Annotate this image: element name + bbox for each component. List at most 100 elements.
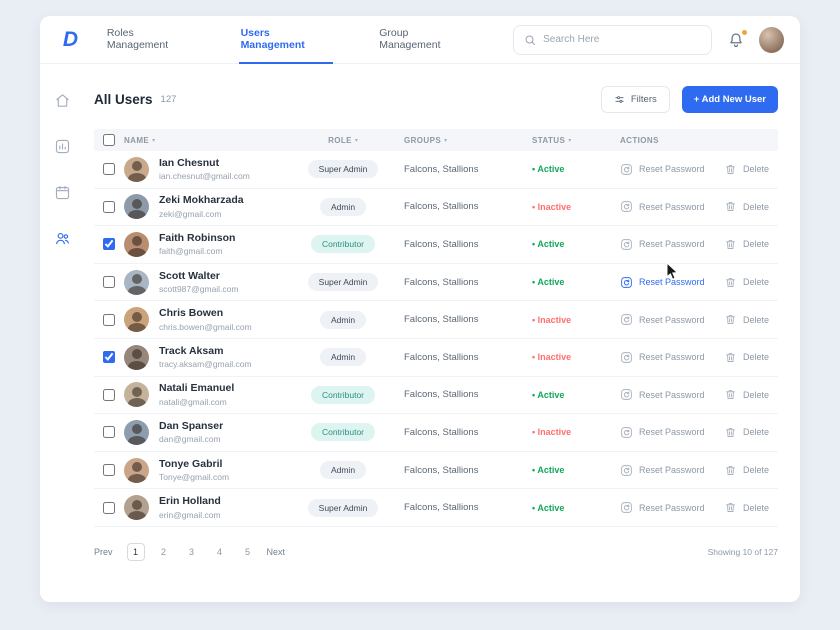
pagination-next[interactable]: Next — [266, 546, 286, 557]
user-name: Chris Bowen — [159, 307, 224, 320]
pagination-page-2[interactable]: 2 — [161, 546, 167, 557]
user-name: Erin Holland — [159, 495, 221, 508]
role-badge: Super Admin — [307, 498, 379, 517]
reset-password-button[interactable]: Reset Password — [620, 388, 724, 401]
user-name: Dan Spanser — [159, 419, 224, 432]
pagination-page-3[interactable]: 3 — [189, 546, 195, 557]
profile-avatar[interactable] — [759, 26, 785, 53]
role-badge: Contributor — [310, 235, 376, 254]
avatar — [124, 194, 149, 220]
reset-password-button[interactable]: Reset Password — [620, 464, 724, 477]
search-box[interactable] — [513, 24, 713, 55]
status-badge: Inactive — [532, 352, 572, 362]
groups-text: Falcons, Stallions — [404, 426, 479, 438]
delete-button[interactable]: Delete — [724, 464, 769, 477]
row-checkbox[interactable] — [103, 501, 115, 514]
table-row: Faith Robinson faith@gmail.com Contributor… — [94, 226, 778, 264]
search-icon — [525, 35, 536, 45]
row-checkbox[interactable] — [103, 163, 115, 176]
sidebar-item-stats[interactable] — [54, 138, 71, 155]
delete-button[interactable]: Delete — [724, 200, 769, 213]
reset-icon — [620, 313, 633, 326]
reset-icon — [620, 351, 633, 364]
delete-button[interactable]: Delete — [724, 351, 769, 364]
filters-icon — [615, 96, 624, 103]
add-new-user-button[interactable]: + Add New User — [681, 86, 778, 113]
tab-group-management[interactable]: Group Management — [379, 26, 441, 51]
reset-icon — [620, 388, 633, 401]
reset-password-button[interactable]: Reset Password — [620, 163, 724, 176]
reset-icon — [620, 238, 633, 251]
status-badge: Active — [532, 239, 564, 249]
reset-password-label: Reset Password — [639, 277, 705, 288]
column-header-groups[interactable]: GROUPS — [404, 135, 442, 145]
pagination-page-1[interactable]: 1 — [126, 542, 145, 561]
tab-roles-management[interactable]: Roles Management — [106, 26, 169, 51]
search-input[interactable] — [543, 34, 702, 45]
delete-button[interactable]: Delete — [724, 501, 769, 514]
select-all-checkbox[interactable] — [103, 134, 115, 146]
column-header-name[interactable]: NAME — [124, 135, 150, 145]
row-checkbox[interactable] — [103, 276, 115, 289]
reset-password-button[interactable]: Reset Password — [620, 501, 724, 514]
delete-label: Delete — [743, 389, 770, 400]
stats-icon — [54, 139, 71, 159]
reset-password-button[interactable]: Reset Password — [620, 426, 724, 439]
trash-icon — [724, 464, 737, 477]
role-badge: Admin — [319, 348, 367, 367]
pagination-prev[interactable]: Prev — [94, 546, 113, 557]
delete-label: Delete — [743, 277, 770, 288]
users-table: NAME ▾ ROLE ▾ GROUPS ▾ STATUS ▾ ACTIONS Ian Ches… — [94, 129, 778, 527]
groups-text: Falcons, Stallions — [404, 201, 479, 213]
row-checkbox[interactable] — [103, 200, 115, 213]
reset-password-button[interactable]: Reset Password — [620, 238, 724, 251]
notifications-button[interactable] — [727, 29, 748, 49]
status-badge: Active — [532, 164, 564, 174]
row-checkbox[interactable] — [103, 351, 115, 364]
sidebar-item-users[interactable] — [54, 230, 71, 247]
delete-button[interactable]: Delete — [724, 388, 769, 401]
avatar — [124, 269, 149, 295]
user-email: scott987@gmail.com — [159, 284, 239, 295]
row-checkbox[interactable] — [103, 238, 115, 251]
reset-password-label: Reset Password — [639, 465, 705, 476]
user-email: tracy.aksam@gmail.com — [159, 359, 252, 370]
column-header-role[interactable]: ROLE — [328, 135, 352, 145]
delete-label: Delete — [743, 352, 770, 363]
row-checkbox[interactable] — [103, 464, 115, 477]
trash-icon — [724, 163, 737, 176]
groups-text: Falcons, Stallions — [404, 314, 479, 326]
user-name: Zeki Mokharzada — [159, 194, 244, 207]
reset-password-label: Reset Password — [639, 314, 705, 325]
reset-password-button[interactable]: Reset Password — [620, 200, 724, 213]
row-checkbox[interactable] — [103, 426, 115, 439]
filters-button[interactable]: Filters — [600, 86, 670, 113]
sidebar — [40, 64, 84, 602]
user-name: Ian Chesnut — [159, 156, 220, 169]
tab-users-management[interactable]: Users Management — [238, 16, 334, 64]
delete-button[interactable]: Delete — [724, 163, 769, 176]
row-checkbox[interactable] — [103, 313, 115, 326]
column-header-status[interactable]: STATUS — [532, 135, 566, 145]
delete-button[interactable]: Delete — [724, 426, 769, 439]
reset-password-label: Reset Password — [639, 427, 705, 438]
role-badge: Contributor — [310, 385, 376, 404]
delete-button[interactable]: Delete — [724, 238, 769, 251]
pagination-summary: Showing 10 of 127 — [707, 546, 778, 557]
delete-button[interactable]: Delete — [724, 276, 769, 289]
reset-password-button[interactable]: Reset Password — [620, 351, 724, 364]
reset-icon — [620, 200, 633, 213]
sidebar-item-home[interactable] — [54, 92, 71, 109]
delete-button[interactable]: Delete — [724, 313, 769, 326]
pagination-page-4[interactable]: 4 — [217, 546, 223, 557]
table-row: Dan Spanser dan@gmail.com Contributor Falco… — [94, 414, 778, 452]
pagination-page-5[interactable]: 5 — [245, 546, 251, 557]
sidebar-item-calendar[interactable] — [54, 184, 71, 201]
reset-password-button[interactable]: Reset Password — [620, 313, 724, 326]
row-checkbox[interactable] — [103, 388, 115, 401]
reset-password-button[interactable]: Reset Password — [620, 276, 724, 289]
column-header-actions: ACTIONS — [620, 135, 659, 145]
pagination: Prev 1 2 3 4 5 Next Showing 10 of 127 — [94, 542, 778, 561]
main-content: All Users 127 Filters + Add New User NAM… — [84, 64, 800, 602]
